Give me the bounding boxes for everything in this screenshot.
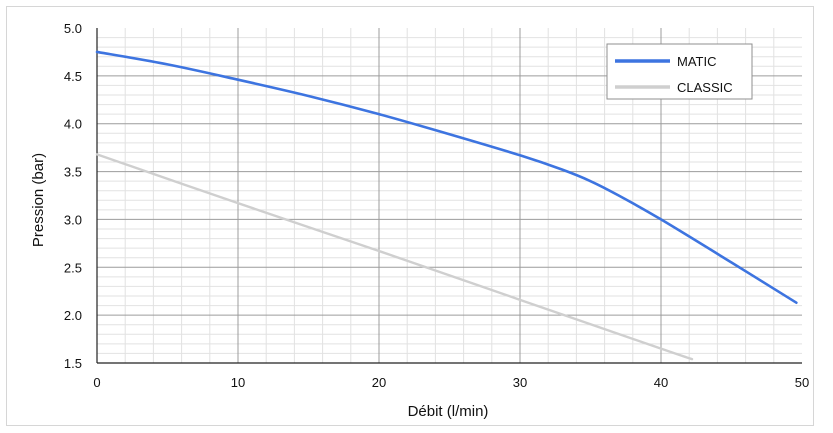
- minor-gridlines: [97, 28, 802, 363]
- x-tick-label: 30: [513, 375, 527, 390]
- y-tick-label: 3.0: [64, 212, 82, 227]
- x-tick-label: 0: [93, 375, 100, 390]
- y-tick-label: 5.0: [64, 21, 82, 36]
- y-tick-label: 4.5: [64, 69, 82, 84]
- chart-frame: [6, 6, 814, 426]
- y-tick-label: 1.5: [64, 356, 82, 371]
- tick-labels: 0 10 20 30 40 50 1.5 2.0 2.5 3.0 3.5 4.0 4.5 5.0: [64, 21, 809, 390]
- x-tick-label: 40: [654, 375, 668, 390]
- y-tick-label: 4.0: [64, 117, 82, 132]
- y-axis-label: Pression (bar): [30, 153, 47, 247]
- legend-label-matic: MATIC: [677, 54, 716, 69]
- y-tick-label: 2.5: [64, 260, 82, 275]
- y-tick-label: 3.5: [64, 165, 82, 180]
- x-axis-label: Débit (l/min): [408, 403, 489, 420]
- series-line-classic: [95, 153, 694, 361]
- y-tick-label: 2.0: [64, 308, 82, 323]
- x-tick-label: 20: [372, 375, 386, 390]
- series-lines: [95, 50, 798, 361]
- series-line-matic: [95, 50, 798, 304]
- legend-label-classic: CLASSIC: [677, 80, 733, 95]
- x-tick-label: 50: [795, 375, 809, 390]
- legend-box: [606, 43, 753, 100]
- axes: [96, 28, 802, 364]
- legend: MATIC CLASSIC: [606, 43, 753, 100]
- x-tick-label: 10: [231, 375, 245, 390]
- major-gridlines: [97, 28, 802, 363]
